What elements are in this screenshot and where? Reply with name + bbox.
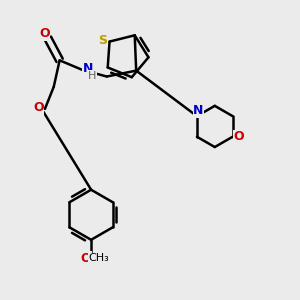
Text: O: O [80,252,91,265]
Text: CH₃: CH₃ [88,253,109,263]
Text: O: O [39,27,50,40]
Text: O: O [33,101,44,114]
Text: H: H [88,70,96,81]
Text: N: N [82,62,93,75]
Text: O: O [234,130,244,143]
Text: N: N [193,104,204,117]
Text: S: S [98,34,107,46]
